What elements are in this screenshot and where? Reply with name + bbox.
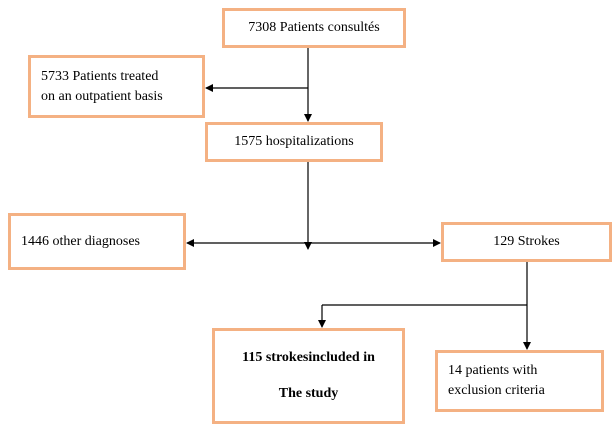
node-text: 7308 Patients consultés (248, 20, 380, 35)
node-hospitalizations: 1575 hospitalizations (205, 122, 383, 162)
node-text: 14 patients with (448, 363, 538, 378)
node-consulted: 7308 Patients consultés (222, 8, 406, 48)
node-strokes: 129 Strokes (441, 222, 612, 262)
node-text: 1575 hospitalizations (234, 134, 354, 149)
node-text: on an outpatient basis (41, 88, 163, 104)
node-text: 1446 other diagnoses (21, 233, 140, 249)
node-text: 5733 Patients treated (41, 68, 159, 84)
node-included: 115 strokesincluded in The study (212, 328, 405, 424)
node-text: The study (278, 386, 339, 401)
node-text: exclusion criteria (448, 383, 545, 398)
node-other-diagnoses: 1446 other diagnoses (8, 213, 186, 270)
node-outpatient: 5733 Patients treated on an outpatient ba… (28, 55, 205, 118)
node-text: 115 strokesincluded in (242, 350, 375, 365)
node-text: 129 Strokes (493, 234, 560, 249)
node-excluded: 14 patients with exclusion criteria (435, 350, 604, 412)
